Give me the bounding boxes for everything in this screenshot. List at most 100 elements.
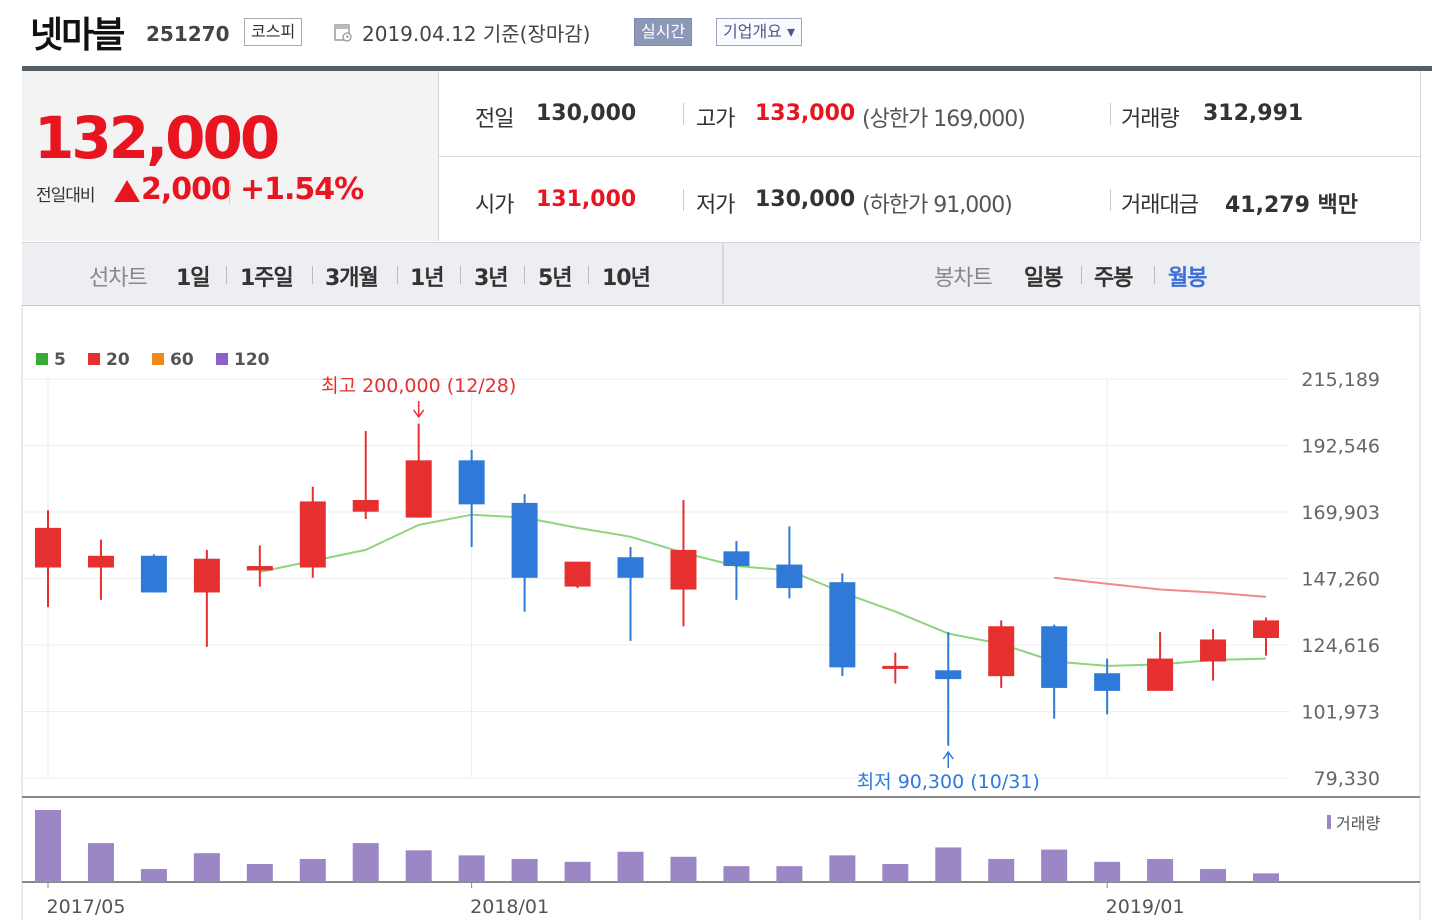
volume-label: 거래량 — [1121, 107, 1180, 132]
volume-bar — [617, 851, 644, 882]
line-chart-label: 선차트 — [89, 266, 148, 291]
x-tick-label: 2017/05 — [47, 896, 126, 918]
ma5-line — [259, 513, 1267, 667]
candle-body — [617, 557, 644, 578]
y-tick-label: 169,903 — [1301, 502, 1380, 524]
high-arrow-icon — [413, 401, 425, 419]
volume-bar — [140, 869, 167, 882]
open-value: 131,000 — [536, 187, 637, 212]
divider — [1110, 189, 1111, 211]
tab-10year[interactable]: 10년 — [602, 266, 651, 291]
change-label: 전일대비 — [36, 186, 96, 206]
upper-limit: (상한가 169,000) — [862, 107, 1026, 132]
volume-bar — [723, 866, 750, 882]
candle-body — [1041, 626, 1068, 688]
candle-body — [1094, 673, 1121, 691]
high-label: 고가 — [696, 107, 735, 132]
low-value: 130,000 — [755, 187, 856, 212]
low-arrow-icon — [942, 750, 954, 768]
high-annotation: 최고 200,000 (12/28) — [321, 375, 516, 397]
candle-body — [670, 549, 697, 590]
low-label: 저가 — [696, 193, 735, 218]
stock-code: 251270 — [146, 22, 230, 46]
volume-bar — [776, 866, 803, 882]
volume-bar — [1041, 849, 1068, 882]
tab-3month[interactable]: 3개월 — [325, 266, 379, 291]
tab-monthly[interactable]: 월봉 — [1168, 266, 1207, 291]
volume-bar — [299, 858, 326, 882]
candle-body — [299, 501, 326, 568]
calendar-icon — [334, 24, 352, 42]
prev-close-label: 전일 — [475, 107, 514, 132]
tab-5year[interactable]: 5년 — [538, 266, 573, 291]
volume-bar — [1147, 858, 1174, 882]
tab-3year[interactable]: 3년 — [474, 266, 509, 291]
volume-bar — [1094, 861, 1121, 882]
legend-swatch — [36, 353, 48, 365]
change-percent: +1.54% — [240, 172, 364, 207]
divider — [1154, 266, 1155, 284]
tab-1week[interactable]: 1주일 — [240, 266, 294, 291]
candle-body — [352, 499, 379, 512]
candle-body — [776, 564, 803, 589]
tab-1day[interactable]: 1일 — [176, 266, 211, 291]
divider — [588, 266, 589, 284]
volume-legend-label: 거래량 — [1336, 814, 1380, 833]
volume-bar — [87, 843, 114, 882]
y-tick-label: 192,546 — [1301, 436, 1380, 458]
company-overview-dropdown[interactable]: 기업개요 ▾ — [716, 18, 802, 46]
legend-swatch — [152, 353, 164, 365]
y-tick-label: 79,330 — [1314, 768, 1380, 790]
candle-body — [988, 626, 1015, 677]
divider — [226, 266, 227, 284]
x-tick-label: 2019/01 — [1106, 896, 1185, 918]
lower-limit: (하한가 91,000) — [862, 193, 1013, 218]
tab-1year[interactable]: 1년 — [410, 266, 445, 291]
tab-weekly[interactable]: 주봉 — [1094, 266, 1133, 291]
divider — [683, 103, 684, 125]
volume-bar — [1200, 869, 1227, 882]
divider — [397, 266, 398, 284]
candle-body — [829, 582, 856, 668]
y-tick-label: 215,189 — [1301, 369, 1380, 391]
quote-panel — [439, 71, 1421, 241]
candle-body — [35, 527, 61, 568]
volume-bar — [935, 847, 962, 882]
legend-label: 120 — [234, 350, 270, 370]
divider — [683, 189, 684, 211]
y-tick-label: 147,260 — [1301, 569, 1380, 591]
legend-swatch — [88, 353, 100, 365]
volume-bar — [511, 858, 538, 882]
candle-body — [1147, 658, 1174, 691]
volume-bar — [670, 856, 697, 882]
tab-daily[interactable]: 일봉 — [1024, 266, 1063, 291]
realtime-button[interactable]: 실시간 — [634, 18, 693, 46]
quote-row-divider — [439, 156, 1420, 157]
volume-bar — [988, 858, 1015, 882]
volume-bar — [405, 850, 432, 882]
header-divider — [22, 66, 1432, 71]
base-date: 2019.04.12 기준(장마감) — [362, 22, 591, 46]
legend-label: 20 — [106, 350, 130, 370]
ma20-line — [1054, 576, 1267, 598]
legend-label: 60 — [170, 350, 194, 370]
candle-body — [511, 502, 538, 578]
volume-bar — [1253, 873, 1279, 882]
volume-value: 312,991 — [1203, 101, 1304, 126]
up-triangle-icon — [114, 180, 140, 202]
candle-body — [140, 555, 167, 593]
volume-bar — [882, 864, 909, 882]
candle-body — [935, 670, 962, 680]
divider — [460, 266, 461, 284]
market-badge: 코스피 — [244, 18, 303, 46]
current-price: 132,000 — [34, 104, 280, 172]
volume-bar — [352, 843, 379, 882]
open-label: 시가 — [475, 193, 514, 218]
candlestick-chart[interactable]: 215,189 192,546 169,903 147,260 124,616 101,9… — [0, 305, 1432, 920]
chart-tabs-bar — [22, 242, 1420, 306]
candle-body — [882, 665, 909, 669]
candle-body — [87, 555, 114, 568]
x-tick-label: 2018/01 — [470, 896, 549, 918]
divider — [1110, 103, 1111, 125]
volume-bar — [564, 861, 591, 882]
